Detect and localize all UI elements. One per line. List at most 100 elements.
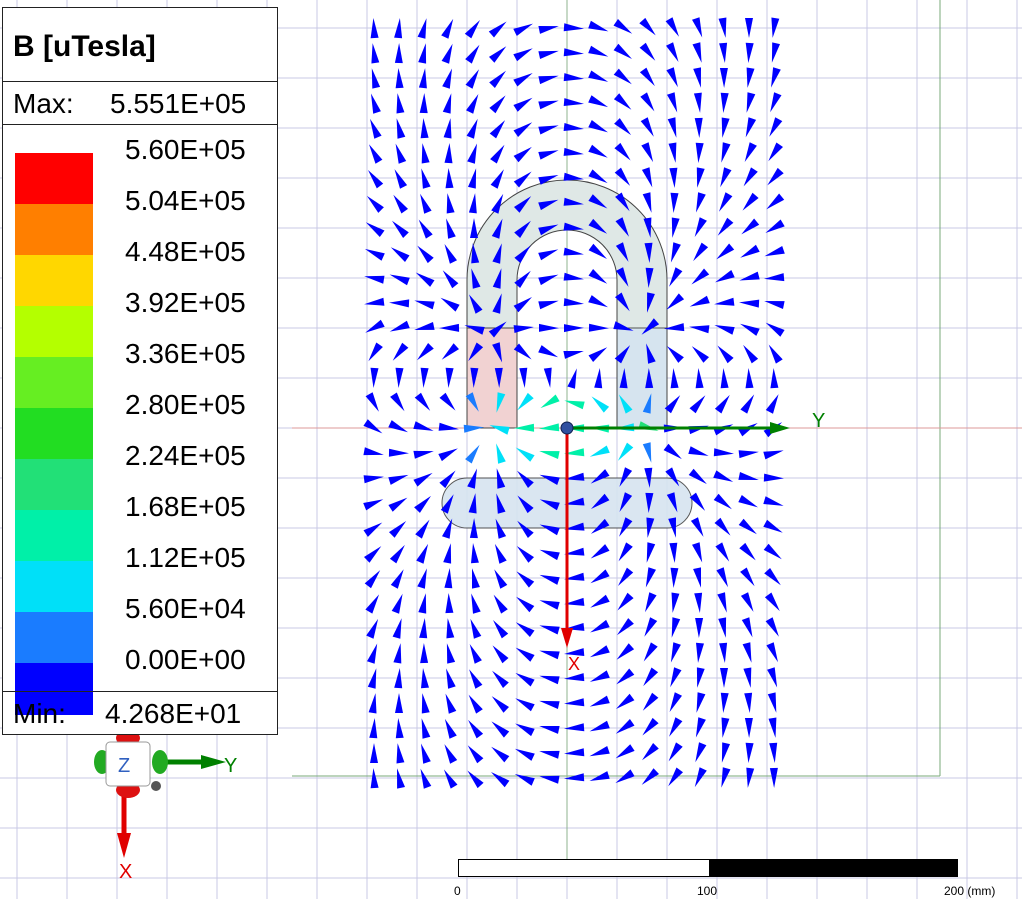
field-vector-arrow [619, 467, 633, 487]
field-vector-arrow [764, 273, 785, 282]
field-vector-arrow [719, 42, 728, 63]
field-vector-arrow [417, 18, 427, 39]
field-vector-arrow [465, 392, 479, 412]
field-vector-arrow [615, 719, 635, 734]
field-vector-arrow [738, 518, 757, 535]
field-vector-arrow [395, 367, 404, 388]
field-vector-arrow [414, 392, 431, 411]
field-vector-arrow [415, 272, 435, 287]
field-vector-arrow [539, 700, 560, 709]
field-vector-arrow [365, 222, 385, 237]
field-vector-arrow [770, 368, 779, 389]
field-vector-arrow [741, 218, 760, 235]
legend-swatch [15, 408, 93, 460]
legend-max-row: Max: 5.551E+05 [13, 88, 246, 120]
field-vector-arrow [588, 169, 608, 184]
field-vector-arrow [493, 594, 508, 614]
legend-tick-label: 1.68E+05 [125, 491, 246, 522]
field-vector-arrow [539, 675, 560, 685]
field-vector-arrow [666, 293, 685, 310]
field-vector-arrow [563, 351, 584, 359]
field-vector-arrow [639, 67, 655, 87]
field-vector-arrow [694, 767, 707, 788]
field-vector-arrow [689, 295, 710, 307]
field-vector-arrow [564, 522, 585, 531]
field-vector-arrow [639, 17, 656, 36]
field-vector-arrow [493, 620, 509, 639]
field-vector-arrow [670, 242, 681, 263]
field-vector-arrow [439, 323, 460, 332]
field-vector-arrow [743, 344, 759, 364]
field-vector-arrow [391, 593, 403, 614]
field-vector-arrow [492, 243, 502, 264]
field-vector-arrow [563, 48, 584, 57]
field-vector-arrow [689, 492, 706, 511]
field-vector-arrow [371, 43, 380, 64]
field-vector-arrow [515, 723, 535, 737]
orientation-triad[interactable]: X Y Z [94, 730, 237, 883]
field-vector-arrow [539, 524, 560, 536]
legend-tick-label: 2.80E+05 [125, 389, 246, 420]
field-vector-arrow [693, 242, 709, 262]
field-vector-arrow [744, 718, 753, 738]
field-vector-arrow [443, 118, 452, 139]
field-vector-arrow [389, 274, 410, 286]
field-vector-arrow [489, 425, 510, 435]
field-vector-arrow [563, 272, 584, 281]
field-vector-arrow [394, 169, 408, 189]
field-vector-arrow [588, 269, 608, 284]
field-vector-arrow [640, 92, 655, 112]
field-vector-arrow [439, 392, 456, 411]
field-vector-arrow [538, 175, 559, 185]
field-legend[interactable]: B [uTesla] Max: 5.551E+05 5.60E+05 5.04E+… [2, 7, 278, 735]
field-vector-arrow [418, 593, 427, 614]
field-vector-arrow [444, 718, 457, 739]
field-vector-arrow [769, 742, 778, 763]
field-vector-arrow [696, 192, 706, 213]
field-vector-arrow [364, 275, 385, 284]
field-vector-arrow [539, 650, 560, 660]
field-vector-arrow [564, 723, 585, 732]
field-vector-arrow [614, 167, 631, 186]
field-vector-arrow [564, 597, 585, 606]
field-vector-arrow [743, 667, 752, 688]
field-vector-arrow [442, 68, 452, 89]
triad-x-label: X [119, 861, 132, 883]
field-vector-arrow [442, 93, 452, 114]
field-vector-arrow [539, 451, 560, 459]
field-vector-arrow [692, 542, 703, 563]
field-vector-arrow [670, 368, 679, 389]
field-vector-arrow [738, 423, 758, 437]
field-vector-arrow [471, 243, 480, 264]
field-vector-arrow [717, 217, 734, 236]
triad-z-label: Z [118, 755, 130, 777]
field-vector-arrow [696, 167, 705, 188]
field-vector-arrow [641, 142, 654, 163]
field-vector-arrow [513, 73, 533, 87]
legend-swatch [15, 306, 93, 358]
field-vector-arrow [771, 17, 780, 38]
field-vector-arrow [543, 367, 552, 388]
field-vector-arrow [642, 743, 659, 761]
legend-tick-label: 5.60E+05 [125, 134, 246, 165]
field-vector-arrow [513, 146, 532, 163]
field-vector-arrow [717, 345, 734, 364]
triad-pos-y-knob [152, 750, 168, 774]
field-vector-arrow [771, 67, 781, 88]
field-vector-arrow [513, 325, 534, 333]
field-vector-arrow [388, 448, 409, 457]
field-vector-arrow [564, 448, 585, 457]
field-vector-arrow [591, 493, 610, 509]
field-vector-arrow [516, 571, 535, 588]
field-vector-arrow [718, 617, 727, 638]
field-vector-arrow [640, 117, 654, 137]
field-vector-arrow [366, 618, 379, 639]
field-vector-arrow [446, 668, 456, 689]
field-vector-arrow [489, 120, 506, 139]
field-vector-arrow [613, 19, 633, 34]
field-vector-arrow [564, 648, 585, 656]
b-field-vectors [363, 17, 785, 789]
field-vector-arrow [688, 446, 709, 456]
field-vector-arrow [714, 517, 731, 536]
